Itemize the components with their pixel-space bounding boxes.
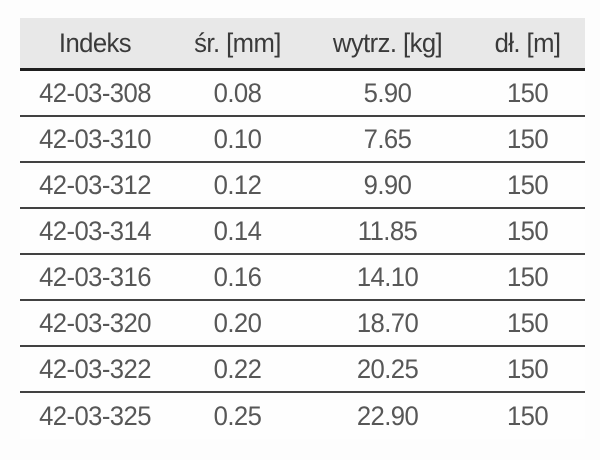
table-row: 42-03-308 0.08 5.90 150: [20, 71, 585, 117]
table-body: 42-03-308 0.08 5.90 150 42-03-310 0.10 7.65 150…: [20, 71, 585, 439]
table-cell: 42-03-312: [39, 169, 151, 200]
table-cell: 0.20: [213, 307, 262, 338]
table-cell: 0.12: [213, 169, 262, 200]
table-cell: 0.10: [213, 123, 262, 154]
table-cell: 0.25: [213, 400, 262, 431]
table-cell: 9.90: [363, 169, 412, 200]
table-cell: 20.25: [356, 353, 419, 384]
column-header-2: śr. [mm]: [194, 27, 281, 58]
table-cell: 150: [506, 400, 549, 431]
table-row: 42-03-322 0.22 20.25 150: [20, 347, 585, 393]
table-cell: 7.65: [363, 123, 412, 154]
table-cell: 42-03-325: [39, 400, 151, 431]
table-cell: 150: [506, 215, 549, 246]
table-cell: 0.22: [213, 353, 262, 384]
column-header-4: dł. [m]: [494, 27, 561, 58]
table-row: 42-03-320 0.20 18.70 150: [20, 301, 585, 347]
product-spec-table: Indeks śr. [mm] wytrz. [kg] dł. [m] 42-03-3…: [20, 18, 585, 439]
table-cell: 150: [506, 77, 549, 108]
table-header-row: Indeks śr. [mm] wytrz. [kg] dł. [m]: [20, 18, 585, 71]
table-cell: 0.08: [213, 77, 262, 108]
table-cell: 42-03-322: [39, 353, 151, 384]
table-cell: 150: [506, 261, 549, 292]
column-header-1: Indeks: [58, 27, 132, 58]
table-cell: 22.90: [356, 400, 419, 431]
table-row: 42-03-316 0.16 14.10 150: [20, 255, 585, 301]
table-cell: 42-03-308: [39, 77, 151, 108]
table-row: 42-03-314 0.14 11.85 150: [20, 209, 585, 255]
table-cell: 150: [506, 353, 549, 384]
table-cell: 14.10: [356, 261, 419, 292]
column-header-3: wytrz. [kg]: [332, 27, 443, 58]
table-row: 42-03-325 0.25 22.90 150: [20, 393, 585, 439]
table-cell: 150: [506, 123, 549, 154]
table-cell: 42-03-320: [39, 307, 151, 338]
table-cell: 150: [506, 307, 549, 338]
table-cell: 42-03-314: [39, 215, 151, 246]
table-cell: 0.14: [213, 215, 262, 246]
table-cell: 150: [506, 169, 549, 200]
table-row: 42-03-312 0.12 9.90 150: [20, 163, 585, 209]
table-cell: 11.85: [357, 215, 418, 246]
table-cell: 0.16: [213, 261, 262, 292]
table-cell: 42-03-316: [39, 261, 151, 292]
table-cell: 5.90: [363, 77, 412, 108]
table-row: 42-03-310 0.10 7.65 150: [20, 117, 585, 163]
table-cell: 18.70: [356, 307, 419, 338]
table-cell: 42-03-310: [39, 123, 151, 154]
